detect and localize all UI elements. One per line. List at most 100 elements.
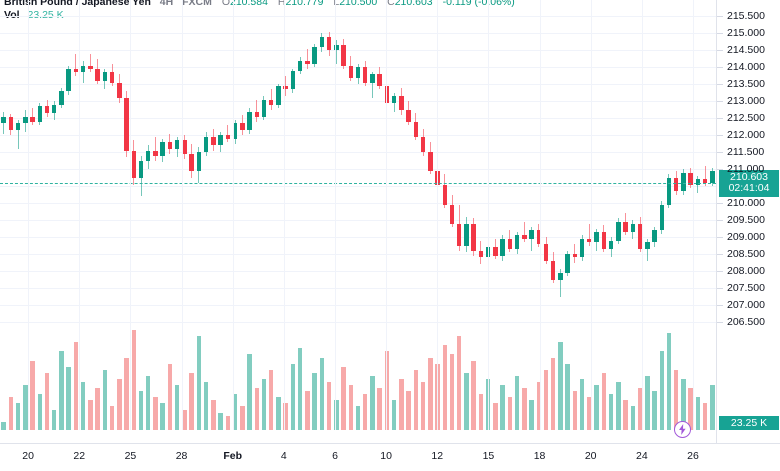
vertical-gridline: [334, 0, 336, 430]
candle-body: [218, 135, 223, 146]
candle-wick: [646, 238, 648, 261]
candle-body: [565, 254, 570, 273]
volume-bar: [377, 388, 382, 430]
volume-bar: [167, 363, 173, 430]
price-axis-tick: 206.500: [727, 315, 765, 328]
gridline: [0, 271, 716, 273]
candle-wick: [75, 53, 77, 76]
volume-bar: [59, 351, 64, 430]
vertical-gridline: [539, 0, 541, 430]
candle-body: [493, 247, 498, 256]
volume-bar: [109, 406, 115, 430]
time-axis-tick: 22: [73, 450, 86, 462]
symbol-name[interactable]: British Pound / Japanese Yen: [4, 0, 151, 8]
candle-wick: [89, 53, 91, 73]
volume-bar: [529, 400, 534, 430]
vertical-gridline: [590, 0, 592, 430]
volume-bar: [232, 394, 238, 430]
countdown-timer: 02:41:04: [728, 182, 770, 195]
price-pane[interactable]: [0, 0, 716, 430]
volume-bar: [182, 409, 187, 430]
volume-bar: [565, 363, 570, 430]
price-axis[interactable]: 210.603 02:41:04 23.25 K 215.500 215.000 2…: [716, 0, 780, 443]
candle-body: [637, 223, 643, 249]
interval-label[interactable]: 4H: [159, 0, 174, 8]
candle-body: [174, 140, 180, 149]
candle-wick: [371, 72, 373, 98]
candle-body: [44, 106, 50, 114]
volume-bar: [652, 391, 657, 430]
axis-tick-mark: [717, 152, 723, 154]
volume-bar: [131, 330, 137, 430]
gridline: [0, 16, 716, 18]
candle-body: [659, 204, 664, 231]
candle-wick: [487, 242, 489, 273]
volume-bar: [218, 412, 223, 430]
volume-bar: [240, 406, 245, 430]
candle-body: [601, 232, 607, 249]
candle-body: [131, 150, 137, 178]
candle-wick: [154, 136, 156, 161]
candle-body: [167, 142, 173, 149]
price-axis-tick: 211.000: [727, 162, 765, 175]
candle-body: [268, 99, 274, 105]
candle-body: [688, 172, 693, 185]
volume-bar: [44, 372, 50, 430]
time-axis-tick: 10: [380, 450, 392, 462]
candle-body: [102, 72, 108, 81]
axis-tick-mark: [717, 33, 723, 35]
volume-bar: [30, 360, 35, 430]
axis-tick-mark: [717, 16, 723, 18]
candle-body: [37, 106, 42, 122]
candle-body: [558, 272, 563, 280]
volume-bar: [225, 415, 231, 430]
candle-body: [406, 109, 411, 122]
candle-body: [536, 230, 542, 244]
volume-bar: [102, 369, 108, 430]
axis-tick-mark: [717, 254, 723, 256]
current-price-line: [0, 182, 716, 184]
time-axis-tick: 24: [635, 450, 648, 462]
volume-bar: [254, 388, 259, 430]
volume-bar: [312, 372, 317, 430]
candle-body: [391, 96, 397, 104]
volume-bar: [493, 403, 498, 430]
price-axis-tick: 214.500: [727, 43, 765, 56]
candle-body: [66, 69, 71, 92]
candle-body: [15, 123, 21, 131]
volume-bar: [174, 385, 180, 430]
candle-body: [117, 82, 122, 98]
volume-bar: [370, 375, 375, 430]
time-axis-tick: 4: [280, 450, 287, 462]
gridline: [0, 288, 716, 290]
volume-bar: [15, 403, 21, 430]
volume-bar: [23, 385, 28, 430]
gridline: [0, 254, 716, 256]
candle-wick: [523, 221, 525, 243]
time-axis-tick: 18: [533, 450, 546, 462]
vertical-gridline: [28, 0, 30, 430]
candle-body: [189, 153, 194, 171]
volume-pane[interactable]: [0, 0, 716, 430]
price-axis-tick: 207.500: [727, 281, 765, 294]
candle-body: [428, 152, 433, 171]
candle-body: [225, 135, 231, 139]
volume-bar: [688, 388, 693, 430]
candle-wick: [588, 223, 590, 246]
volume-bar: [8, 397, 14, 430]
volume-bar: [211, 400, 216, 430]
candle-body: [355, 67, 361, 78]
time-axis[interactable]: 20 22 25 28 Feb 4 6 10 12 15 18 20 24 26: [0, 443, 780, 471]
candle-body: [182, 140, 187, 154]
candle-body: [211, 136, 216, 146]
volume-bar: [362, 394, 368, 430]
candle-body: [59, 91, 64, 105]
candle-body: [232, 123, 238, 139]
gridline: [0, 220, 716, 222]
volume-bar: [514, 375, 520, 430]
lightning-bolt-icon[interactable]: [674, 421, 691, 438]
volume-bar: [645, 375, 650, 430]
candle-body: [290, 70, 296, 90]
price-axis-tick: 215.500: [727, 9, 765, 22]
